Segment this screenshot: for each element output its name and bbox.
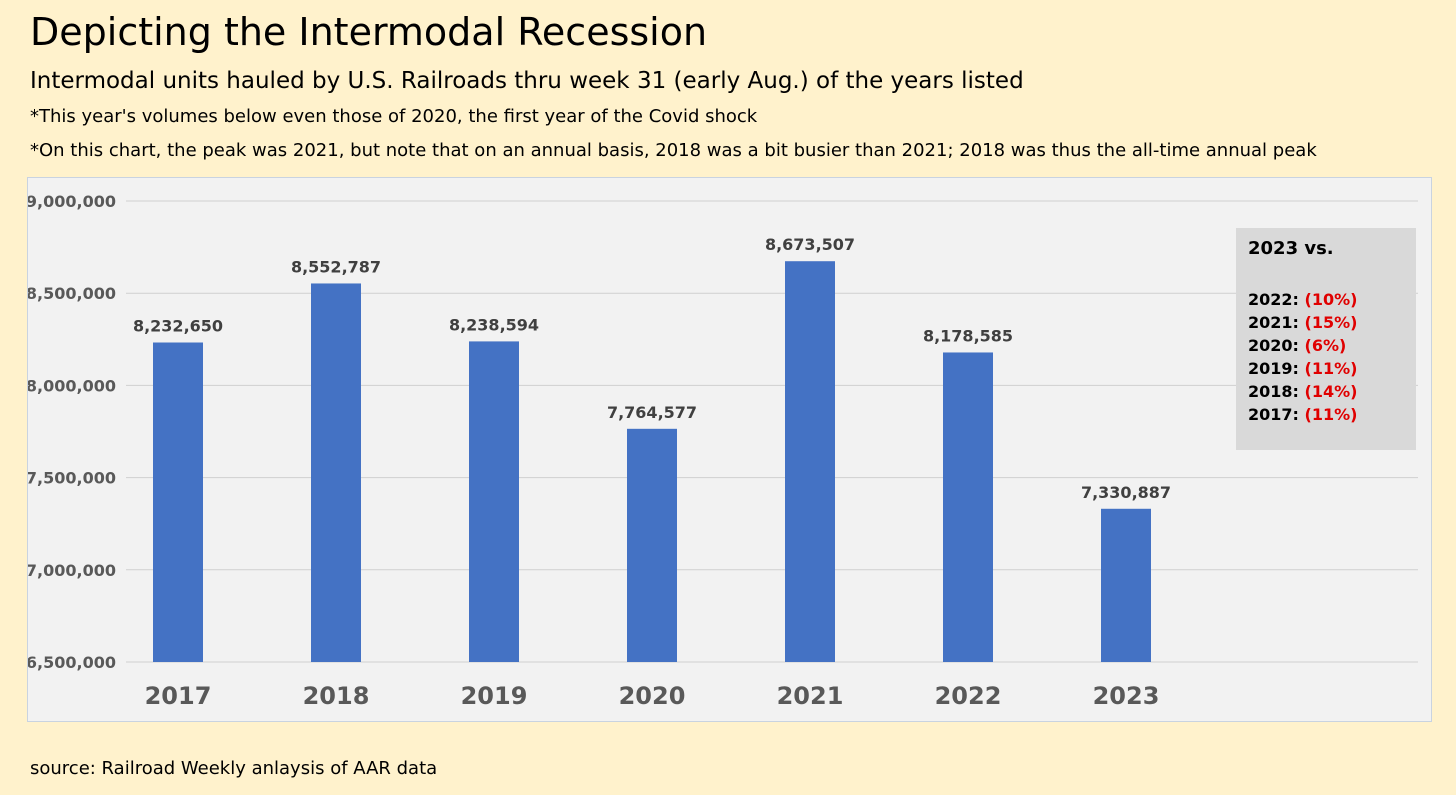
- comparison-row: 2019: (11%): [1248, 357, 1357, 380]
- comparison-box: 2023 vs. 2022: (10%) 2021: (15%) 2020: (…: [1236, 228, 1416, 450]
- comparison-row: 2022: (10%): [1248, 288, 1357, 311]
- bar-2021: [785, 261, 835, 662]
- y-tick-label: 9,000,000: [28, 192, 116, 211]
- comparison-pct: (10%): [1304, 290, 1358, 309]
- data-label: 8,552,787: [291, 257, 381, 276]
- comparison-year: 2022:: [1248, 290, 1299, 309]
- data-label: 8,238,594: [449, 315, 539, 334]
- chart-area: 6,500,000 7,000,000 7,500,000 8,000,000 8,50…: [27, 177, 1432, 722]
- y-tick-label: 6,500,000: [28, 653, 116, 672]
- x-category-label: 2021: [777, 682, 844, 710]
- comparison-row: 2021: (15%): [1248, 311, 1357, 334]
- x-category-label: 2022: [935, 682, 1002, 710]
- x-category-label: 2020: [619, 682, 686, 710]
- data-label: 7,330,887: [1081, 483, 1171, 502]
- data-label: 8,232,650: [133, 316, 223, 335]
- comparison-row: 2020: (6%): [1248, 334, 1357, 357]
- comparison-year: 2021:: [1248, 313, 1299, 332]
- data-label: 8,673,507: [765, 235, 855, 254]
- x-category-label: 2018: [303, 682, 370, 710]
- comparison-year: 2019:: [1248, 359, 1299, 378]
- source-note: source: Railroad Weekly anlaysis of AAR …: [30, 758, 438, 779]
- bar-2022: [943, 352, 993, 662]
- page-title: Depicting the Intermodal Recession: [30, 10, 708, 54]
- bar-2023: [1101, 508, 1151, 662]
- bar-2020: [627, 428, 677, 662]
- x-category-label: 2017: [145, 682, 212, 710]
- x-category-label: 2019: [461, 682, 528, 710]
- chart-subtitle: Intermodal units hauled by U.S. Railroad…: [30, 68, 1024, 94]
- bar-2017: [153, 342, 203, 662]
- bar-2019: [469, 341, 519, 662]
- comparison-pct: (6%): [1304, 336, 1347, 355]
- bar-2018: [311, 283, 361, 662]
- comparison-pct: (14%): [1304, 382, 1358, 401]
- data-label: 7,764,577: [607, 403, 697, 422]
- note-covid: *This year's volumes below even those of…: [30, 106, 758, 127]
- data-label: 8,178,585: [923, 326, 1013, 345]
- comparison-pct: (15%): [1304, 313, 1358, 332]
- bar-chart: 6,500,000 7,000,000 7,500,000 8,000,000 8,50…: [28, 192, 1418, 710]
- comparison-list: 2022: (10%) 2021: (15%) 2020: (6%) 2019:…: [1248, 288, 1357, 426]
- comparison-pct: (11%): [1304, 405, 1358, 424]
- comparison-title: 2023 vs.: [1248, 238, 1334, 259]
- y-tick-label: 7,000,000: [28, 561, 116, 580]
- comparison-year: 2017:: [1248, 405, 1299, 424]
- comparison-row: 2018: (14%): [1248, 380, 1357, 403]
- x-category-label: 2023: [1093, 682, 1160, 710]
- comparison-year: 2018:: [1248, 382, 1299, 401]
- comparison-pct: (11%): [1304, 359, 1358, 378]
- y-tick-label: 8,500,000: [28, 284, 116, 303]
- comparison-year: 2020:: [1248, 336, 1299, 355]
- note-peak: *On this chart, the peak was 2021, but n…: [30, 140, 1317, 161]
- comparison-row: 2017: (11%): [1248, 403, 1357, 426]
- y-tick-label: 8,000,000: [28, 376, 116, 395]
- y-tick-label: 7,500,000: [28, 469, 116, 488]
